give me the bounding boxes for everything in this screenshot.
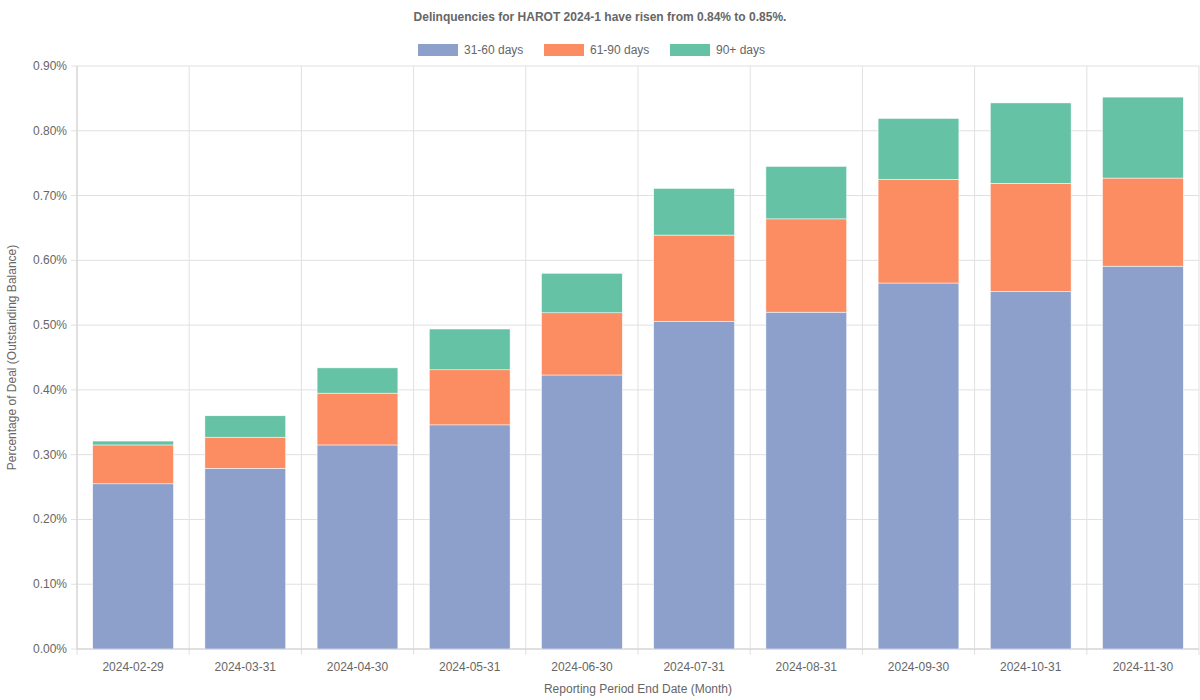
legend: 31-60 days 61-90 days 90+ days	[418, 43, 765, 57]
x-tick-label: 2024-10-31	[1000, 660, 1062, 674]
x-tick-label: 2024-06-30	[551, 660, 613, 674]
bar-segment	[654, 235, 735, 321]
grid-line-vertical	[189, 66, 190, 655]
y-axis-title: Percentage of Deal (Outstanding Balance)	[5, 245, 19, 470]
y-tick	[71, 260, 77, 261]
y-tick	[71, 389, 77, 390]
y-tick-label: 0.70%	[33, 189, 67, 203]
chart: 0.00% 0.10% 0.20% 0.30% 0.40% 0.50% 0.60% 0.70%…	[0, 0, 1200, 700]
legend-label: 90+ days	[716, 43, 765, 57]
x-tick-label: 2024-09-30	[888, 660, 950, 674]
bar-segment	[317, 393, 398, 445]
x-axis-title: Reporting Period End Date (Month)	[544, 682, 732, 696]
bar-segment	[766, 166, 847, 218]
bar-segment	[878, 283, 959, 649]
legend-label: 31-60 days	[464, 43, 523, 57]
grid-line-vertical	[862, 66, 863, 655]
bar-segment	[990, 103, 1071, 183]
bar-segment	[542, 273, 623, 313]
grid-line-vertical	[638, 66, 639, 655]
bar-segment	[990, 183, 1071, 291]
bar-segment	[317, 368, 398, 393]
bar-segment	[93, 441, 174, 445]
bar-segment	[654, 188, 735, 235]
bar-segment	[654, 321, 735, 649]
legend-label: 61-90 days	[590, 43, 649, 57]
bar-segment	[990, 291, 1071, 649]
bar-segment	[766, 219, 847, 312]
bar-segment	[205, 437, 286, 468]
grid-line-vertical	[301, 66, 302, 655]
bar-segment	[93, 445, 174, 484]
bar-segment	[542, 313, 623, 375]
bars	[93, 97, 1184, 649]
bar-segment	[542, 375, 623, 649]
grid-line-vertical	[1086, 66, 1087, 655]
bar-segment	[429, 370, 510, 425]
bar-segment	[878, 118, 959, 179]
x-tick-label: 2024-07-31	[663, 660, 725, 674]
y-tick-label: 0.80%	[33, 124, 67, 138]
y-tick	[71, 130, 77, 131]
x-tick-label: 2024-03-31	[215, 660, 277, 674]
grid-line-vertical	[974, 66, 975, 655]
y-tick-label: 0.60%	[33, 253, 67, 267]
bar-segment	[1103, 97, 1184, 178]
legend-swatch	[670, 44, 710, 56]
x-tick-label: 2024-04-30	[327, 660, 389, 674]
y-tick	[71, 66, 77, 67]
legend-swatch	[418, 44, 458, 56]
y-tick	[71, 519, 77, 520]
y-tick	[71, 649, 77, 650]
grid-line-vertical	[77, 66, 78, 655]
y-tick	[71, 454, 77, 455]
bar-segment	[429, 425, 510, 649]
title: Delinquencies for HAROT 2024-1 have rise…	[414, 10, 787, 24]
bar-segment	[766, 312, 847, 649]
bar-segment	[1103, 266, 1184, 649]
bar-segment	[317, 445, 398, 649]
grid	[77, 66, 1199, 655]
y-tick	[71, 325, 77, 326]
y-tick-label: 0.20%	[33, 512, 67, 526]
legend-swatch	[544, 44, 584, 56]
bar-segment	[878, 179, 959, 283]
bar-segment	[205, 468, 286, 649]
y-tick	[71, 195, 77, 196]
y-tick-label: 0.10%	[33, 577, 67, 591]
y-tick-label: 0.50%	[33, 318, 67, 332]
y-tick-label: 0.90%	[33, 59, 67, 73]
bar-segment	[93, 484, 174, 649]
x-tick-label: 2024-11-30	[1113, 660, 1174, 674]
y-tick	[71, 584, 77, 585]
y-tick-label: 0.30%	[33, 448, 67, 462]
grid-line-vertical	[750, 66, 751, 655]
y-tick-label: 0.00%	[33, 642, 67, 656]
grid-line-vertical	[1199, 66, 1200, 655]
bar-segment	[429, 329, 510, 370]
bar-segment	[205, 416, 286, 437]
x-tick-label: 2024-02-29	[102, 660, 164, 674]
x-tick-label: 2024-05-31	[439, 660, 501, 674]
grid-line-vertical	[525, 66, 526, 655]
x-tick-label: 2024-08-31	[776, 660, 838, 674]
bar-segment	[1103, 178, 1184, 266]
y-axis-line	[77, 66, 78, 649]
grid-line-vertical	[413, 66, 414, 655]
y-tick-label: 0.40%	[33, 383, 67, 397]
